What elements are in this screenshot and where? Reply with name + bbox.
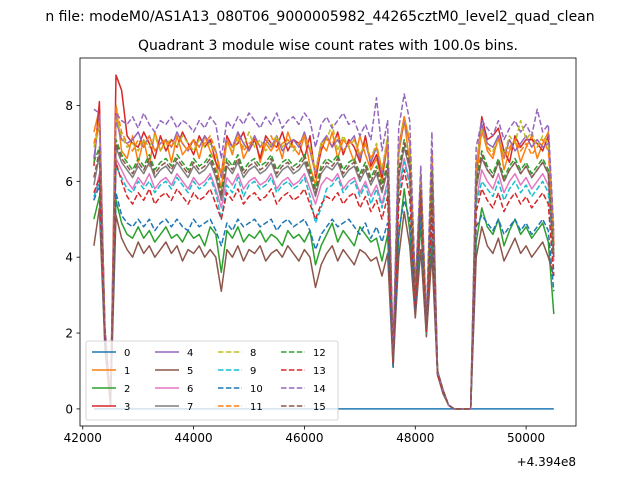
- series-line-11: [93, 104, 555, 410]
- y-tick-label: 8: [65, 99, 73, 113]
- legend-label-13: 13: [313, 366, 326, 377]
- y-tick-label: 6: [65, 175, 73, 189]
- x-tick-label: 48000: [396, 431, 434, 445]
- legend-box: [85, 340, 339, 421]
- chart-title: Quadrant 3 module wise count rates with …: [138, 38, 518, 54]
- y-tick-label: 2: [65, 327, 73, 341]
- legend-label-11: 11: [250, 402, 263, 413]
- x-offset-label: +4.394e8: [517, 455, 576, 469]
- x-tick-label: 44000: [175, 431, 213, 445]
- figure-suptitle: n file: modeM0/AS1A13_080T06_9000005982_…: [45, 9, 594, 25]
- legend-label-4: 4: [187, 348, 193, 359]
- series-line-14: [93, 93, 555, 410]
- legend-label-8: 8: [250, 348, 256, 359]
- series-line-9: [93, 161, 555, 410]
- legend-label-5: 5: [187, 366, 193, 377]
- x-tick-label: 50000: [507, 431, 545, 445]
- series-line-6: [93, 157, 555, 410]
- series-line-8: [93, 116, 555, 410]
- legend-label-12: 12: [313, 348, 326, 359]
- legend-label-1: 1: [124, 366, 130, 377]
- x-tick-label: 46000: [285, 431, 323, 445]
- series-line-1: [93, 104, 555, 410]
- y-tick-label: 4: [65, 251, 73, 265]
- series-line-13: [93, 161, 555, 410]
- plot-area: 42000 44000 46000 48000 50000024680123456789…: [64, 57, 577, 445]
- legend-label-14: 14: [313, 384, 326, 395]
- series-line-10: [93, 184, 555, 410]
- series-line-5: [93, 207, 555, 410]
- legend-label-2: 2: [124, 384, 130, 395]
- series-line-2: [93, 188, 555, 410]
- legend-label-9: 9: [250, 366, 256, 377]
- legend-label-0: 0: [124, 348, 130, 359]
- legend-label-15: 15: [313, 402, 326, 413]
- legend-label-7: 7: [187, 402, 193, 413]
- x-tick-label: 42000: [64, 431, 102, 445]
- legend-label-3: 3: [124, 402, 130, 413]
- legend-label-10: 10: [250, 384, 263, 395]
- legend-label-6: 6: [187, 384, 193, 395]
- axes-frame: [79, 57, 577, 427]
- y-tick-label: 0: [65, 402, 73, 416]
